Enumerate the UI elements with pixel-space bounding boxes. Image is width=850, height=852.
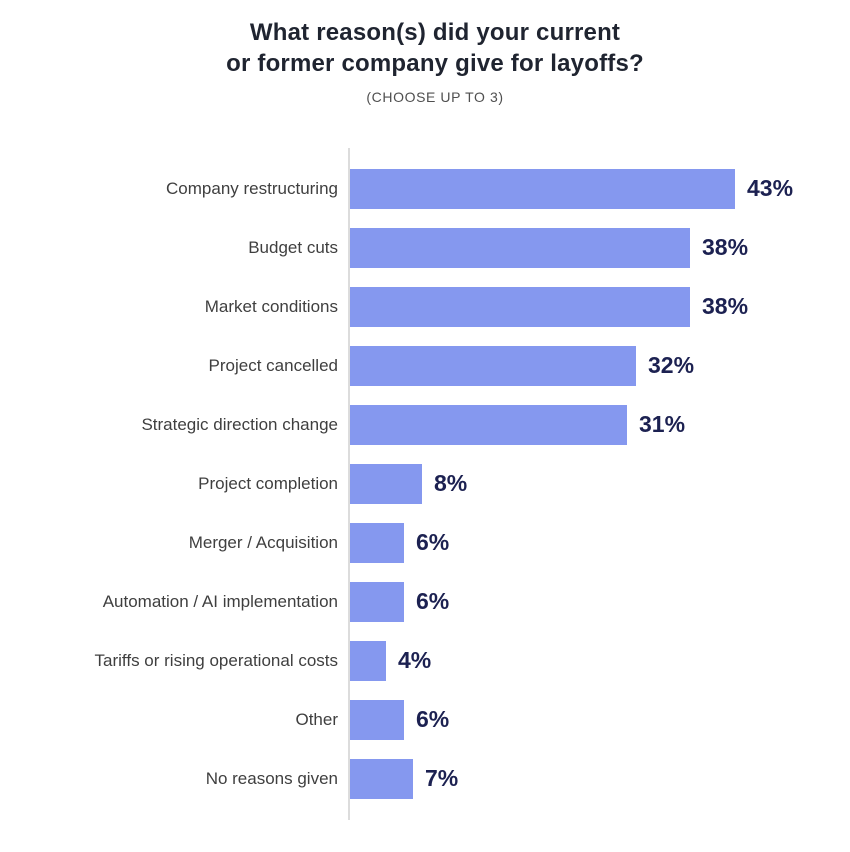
bar: [350, 404, 627, 445]
bar: [350, 168, 735, 209]
bar: [350, 699, 404, 740]
value-label: 38%: [702, 293, 749, 319]
category-label: Merger / Acquisition: [188, 532, 338, 552]
value-label: 31%: [639, 411, 686, 437]
bar-row: Other 6%: [0, 690, 850, 749]
category-label: Automation / AI implementation: [102, 591, 338, 611]
value-label: 6%: [416, 706, 450, 732]
value-label: 43%: [747, 175, 794, 201]
bar: [350, 463, 422, 504]
bar-row: Strategic direction change 31%: [0, 395, 850, 454]
bar-row: Tariffs or rising operational costs 4%: [0, 631, 850, 690]
bar: [350, 522, 404, 563]
category-label: Other: [295, 709, 338, 729]
category-label: Strategic direction change: [141, 414, 338, 434]
bar-row: Project completion 8%: [0, 454, 850, 513]
bar: [350, 758, 413, 799]
chart-subtitle: (CHOOSE UP TO 3): [366, 89, 504, 105]
bar-row: Company restructuring 43%: [0, 159, 850, 218]
chart-title-line1: What reason(s) did your current: [249, 19, 621, 46]
category-label: Project cancelled: [208, 355, 338, 375]
chart-header: What reason(s) did your current or forme…: [10, 17, 850, 105]
value-label: 4%: [398, 647, 432, 673]
category-label: Budget cuts: [248, 237, 338, 257]
bar: [350, 640, 386, 681]
bar-row: No reasons given 7%: [0, 749, 850, 808]
value-label: 6%: [416, 529, 450, 555]
category-label: Project completion: [198, 473, 338, 493]
category-label: Tariffs or rising operational costs: [94, 650, 338, 670]
bar-row: Budget cuts 38%: [0, 218, 850, 277]
bar-row: Automation / AI implementation 6%: [0, 572, 850, 631]
bar-rows: Company restructuring 43% Budget cuts 38…: [0, 159, 850, 808]
bar: [350, 286, 690, 327]
bar: [350, 345, 636, 386]
value-label: 8%: [434, 470, 468, 496]
y-axis-line: [348, 148, 350, 820]
category-label: Company restructuring: [166, 178, 338, 198]
value-label: 38%: [702, 234, 749, 260]
chart-title-line2: or former company give for layoffs?: [226, 50, 644, 77]
bar-chart: Company restructuring 43% Budget cuts 38…: [0, 148, 850, 820]
bar-row: Merger / Acquisition 6%: [0, 513, 850, 572]
value-label: 32%: [648, 352, 695, 378]
bar-row: Project cancelled 32%: [0, 336, 850, 395]
bar-row: Market conditions 38%: [0, 277, 850, 336]
bar: [350, 581, 404, 622]
category-label: Market conditions: [204, 296, 338, 316]
value-label: 6%: [416, 588, 450, 614]
bar: [350, 227, 690, 268]
value-label: 7%: [425, 765, 459, 791]
category-label: No reasons given: [205, 768, 338, 788]
